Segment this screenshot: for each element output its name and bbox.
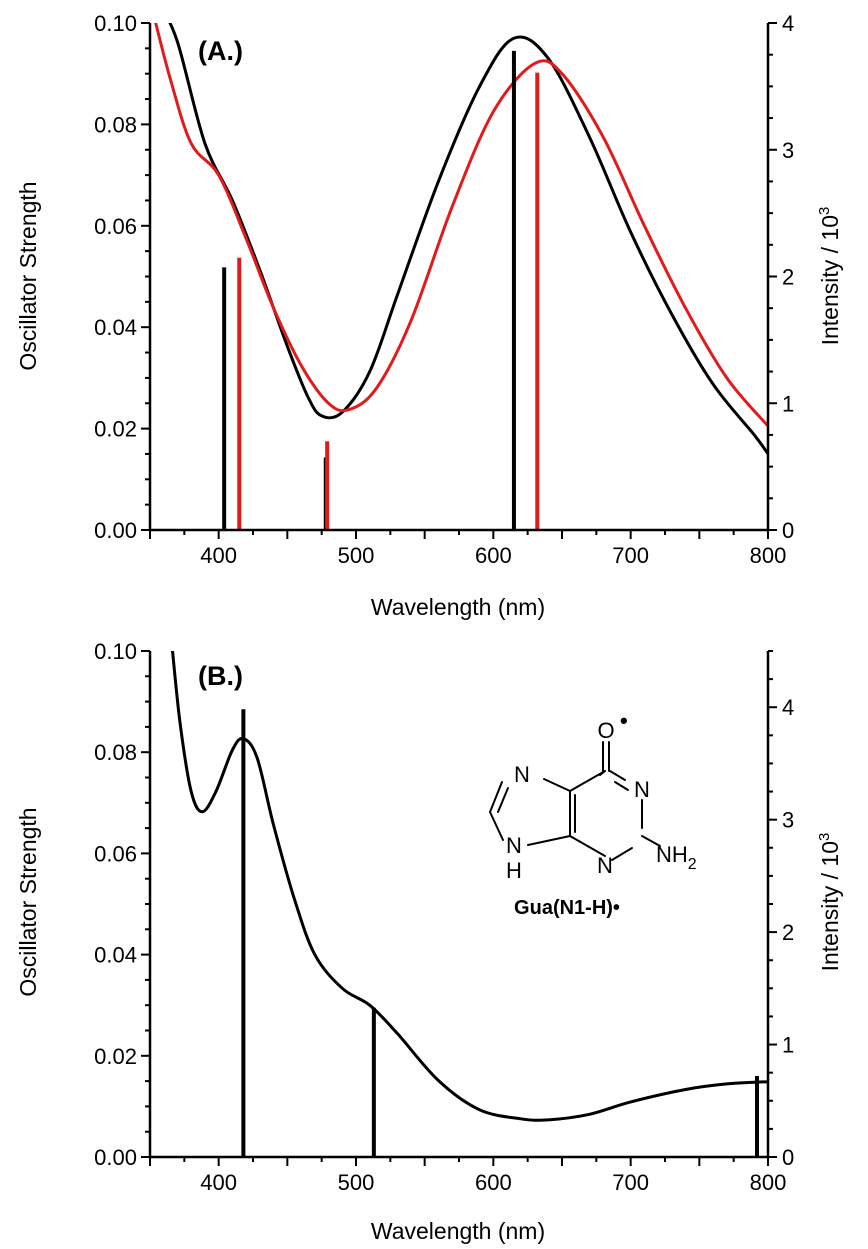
x-tick-label: 600 — [475, 1170, 512, 1195]
left-y-tick-label: 0.02 — [94, 417, 137, 442]
x-tick-label: 700 — [612, 543, 649, 568]
left-y-tick-label: 0.08 — [94, 112, 137, 137]
left-y-tick-label: 0.10 — [94, 639, 137, 664]
bond — [611, 847, 633, 861]
right-y-tick-label: 4 — [782, 11, 794, 36]
bond — [599, 770, 606, 776]
atom-o6: O — [597, 718, 614, 743]
panel-a-right-axis-title-main: Intensity / 10 — [817, 215, 843, 345]
left-y-tick-label: 0.02 — [94, 1044, 137, 1069]
axis-frame — [148, 23, 770, 532]
panel-a-right-axis-title-sup: 3 — [816, 207, 833, 215]
amino-group: NH2 — [656, 842, 697, 873]
right-y-tick-label: 1 — [782, 391, 794, 416]
amino-group-main: NH — [656, 842, 688, 867]
left-y-tick-label: 0.06 — [94, 214, 137, 239]
atom-h9: H — [506, 858, 522, 883]
panel-b-chart: 400 500 600 700 800 0.00 0.02 0.04 0.06 0.08 0.10 0… — [15, 639, 843, 1244]
panel-b-right-axis-title: Intensity / 103 — [816, 833, 843, 972]
left-y-tick-label: 0.06 — [94, 841, 137, 866]
panel-b-sticks — [241, 709, 760, 1157]
right-y-tick-label: 0 — [782, 518, 794, 543]
panel-b-x-axis-title: Wavelength (nm) — [371, 1218, 545, 1244]
bond — [489, 811, 504, 841]
atom-n9: N — [506, 833, 522, 858]
amino-group-sub: 2 — [688, 856, 697, 873]
left-y-tick-label: 0.00 — [94, 518, 137, 543]
panel-b-axes: 400 500 600 700 800 0.00 0.02 0.04 0.06 0.08 0.10 0… — [94, 639, 794, 1195]
panel-a-sticks — [222, 50, 540, 530]
panel-a-x-axis-title: Wavelength (nm) — [371, 594, 545, 620]
atom-n7: N — [514, 762, 530, 787]
x-tick-label: 500 — [338, 1170, 375, 1195]
molecule-bonds — [489, 741, 661, 861]
spectrum-curve-2 — [154, 23, 768, 428]
bond — [497, 787, 509, 813]
right-y-tick-label: 3 — [782, 808, 794, 833]
spectrum-curve-1 — [168, 23, 768, 455]
right-y-tick-label: 0 — [782, 1145, 794, 1170]
x-tick-label: 600 — [475, 543, 512, 568]
panel-b-curves — [171, 651, 768, 1122]
panel-a-chart: 400 500 600 700 800 0.00 0.02 0.04 0.06 0.08 0.10 0… — [15, 11, 843, 620]
right-y-tick-label: 3 — [782, 138, 794, 163]
bond — [489, 781, 503, 813]
x-tick-label: 400 — [200, 1170, 237, 1195]
panel-a-right-axis-title: Intensity / 103 — [816, 207, 843, 346]
panel-b-label: (B.) — [198, 661, 243, 691]
x-tick-label: 700 — [612, 1170, 649, 1195]
panel-b-left-axis-title: Oscillator Strength — [15, 807, 41, 996]
left-y-tick-label: 0.04 — [94, 943, 137, 968]
right-y-tick-label: 1 — [782, 1033, 794, 1058]
x-tick-label: 800 — [750, 543, 787, 568]
right-y-tick-label: 2 — [782, 920, 794, 945]
x-tick-label: 400 — [200, 543, 237, 568]
left-y-tick-label: 0.04 — [94, 315, 137, 340]
atom-n1: N — [634, 777, 650, 802]
bond — [614, 781, 629, 791]
panel-a-curves — [154, 23, 768, 455]
panel-b-right-axis-title-main: Intensity / 10 — [817, 841, 843, 971]
bond — [569, 835, 606, 857]
panel-a-left-axis-title: Oscillator Strength — [15, 181, 41, 370]
left-y-tick-label: 0.08 — [94, 740, 137, 765]
left-y-tick-label: 0.10 — [94, 11, 137, 36]
bond — [641, 835, 661, 847]
left-y-tick-label: 0.00 — [94, 1145, 137, 1170]
x-tick-label: 500 — [338, 543, 375, 568]
atom-n3: N — [597, 853, 613, 878]
bond — [609, 770, 626, 781]
right-y-tick-label: 4 — [782, 695, 794, 720]
bond — [569, 770, 606, 792]
molecule-name: Gua(N1-H)• — [514, 897, 620, 919]
right-y-tick-label: 2 — [782, 265, 794, 290]
panel-b-right-axis-title-sup: 3 — [816, 833, 833, 841]
x-tick-label: 800 — [750, 1170, 787, 1195]
panel-a-label: (A.) — [198, 36, 243, 66]
bond — [527, 835, 571, 846]
bond — [543, 778, 571, 792]
radical-dot: • — [620, 708, 628, 733]
spectrum-curve-1 — [171, 651, 768, 1122]
guanine-radical-structure: N N H O • N N NH2 Gua(N1-H)• — [489, 708, 697, 919]
panel-a-axes: 400 500 600 700 800 0.00 0.02 0.04 0.06 0.08 0.10 0… — [94, 11, 794, 568]
